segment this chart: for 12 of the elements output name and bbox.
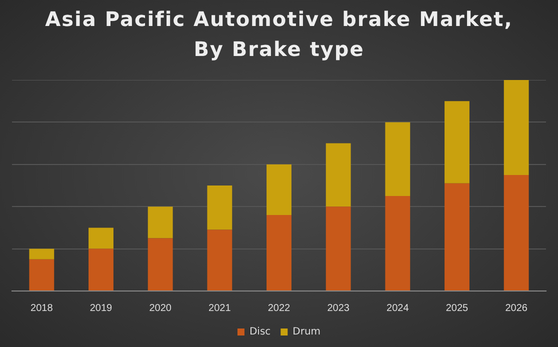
x-tick-label: 2018 <box>30 302 54 314</box>
x-tick-label: 2021 <box>208 302 232 314</box>
legend-label: Disc <box>249 326 271 338</box>
chart-title: Asia Pacific Automotive brake Market, By Brake type <box>44 6 514 63</box>
x-tick-label: 2020 <box>149 302 172 314</box>
x-tick-label: 2022 <box>268 302 291 314</box>
x-tick-label: 2026 <box>505 302 528 314</box>
x-tick-label: 2019 <box>90 302 113 314</box>
x-tick-label: 2025 <box>446 302 469 314</box>
legend-label: Drum <box>292 326 321 338</box>
x-tick-label: 2024 <box>386 302 410 314</box>
x-tick-label: 2023 <box>327 302 350 314</box>
